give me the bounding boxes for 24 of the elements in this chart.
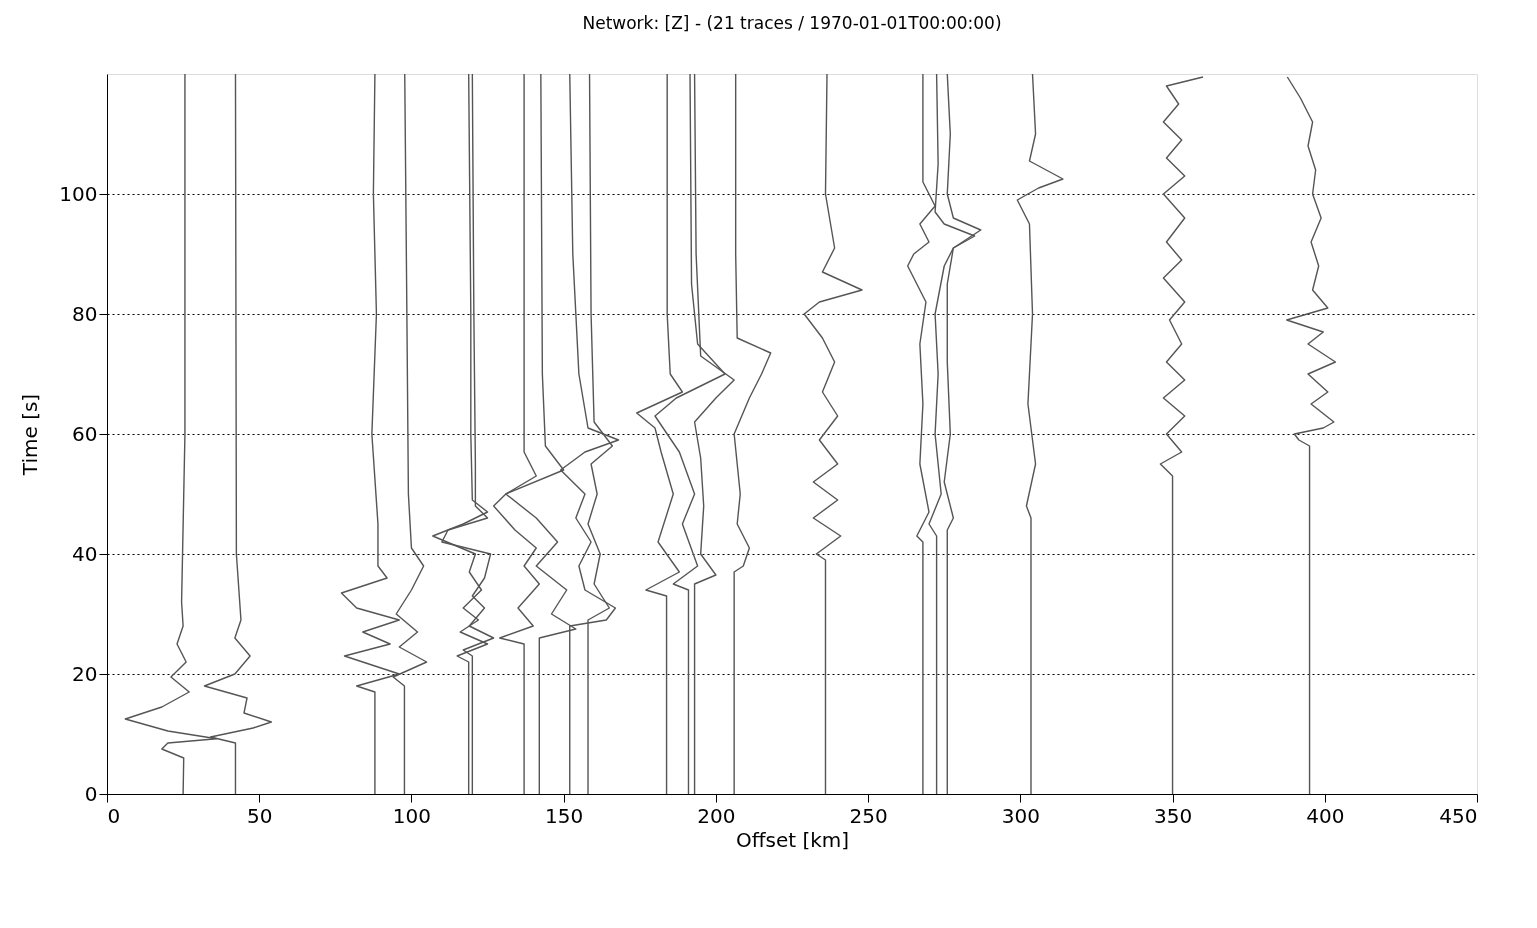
line-series [803,73,863,795]
y-tick-label: 40 [72,541,98,566]
y-tick-label: 60 [72,421,98,446]
x-tick-label: 450 [1439,803,1478,828]
x-tick-label: 200 [697,803,736,828]
x-tick-label: 400 [1306,803,1345,828]
x-tick-label: 300 [1001,803,1040,828]
x-tick-label: 150 [545,803,584,828]
line-series [1016,73,1064,795]
line-series [1286,76,1337,795]
y-tick-label: 0 [84,781,98,806]
y-axis-title: Time [s] [18,393,43,477]
x-axis-title: Offset [km] [735,827,850,852]
line-series [733,73,772,795]
y-tick-label: 80 [72,301,98,326]
x-tick-label: 250 [849,803,888,828]
y-tick-label: 100 [59,181,98,206]
x-tick-label: 0 [107,803,121,828]
x-tick-label: 50 [247,803,273,828]
line-series [1159,76,1204,795]
x-tick-label: 100 [392,803,432,828]
chart-title: Network: [Z] - (21 traces / 1970-01-01T00:00:00) [582,13,1002,34]
y-tick-label: 20 [72,661,98,686]
x-tick-label: 350 [1153,803,1193,828]
